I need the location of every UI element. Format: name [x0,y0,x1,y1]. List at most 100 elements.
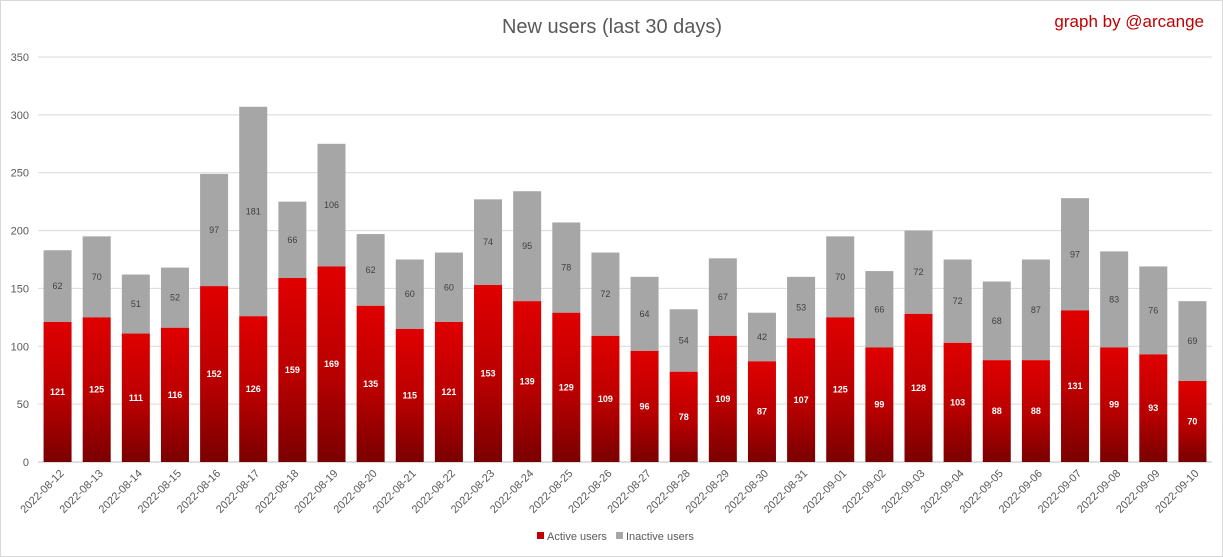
inactive-bar [1061,198,1090,311]
inactive-data-label: 97 [209,225,219,235]
inactive-data-label: 70 [92,272,102,282]
inactive-data-label: 62 [53,281,63,291]
active-data-label: 153 [481,368,496,378]
active-bar [395,328,424,462]
legend: Active users Inactive users [537,531,694,543]
active-bar [121,333,150,462]
chart-title: New users (last 30 days) [502,16,722,38]
active-data-label: 121 [441,387,456,397]
inactive-bar [630,276,659,351]
active-bar [239,316,268,462]
active-data-label: 129 [559,382,574,392]
active-bar [513,301,542,462]
active-bar [82,317,111,462]
active-bar [904,313,933,462]
inactive-bar [747,312,776,362]
inactive-bar [317,143,346,267]
inactive-data-label: 66 [874,304,884,314]
inactive-data-label: 70 [835,272,845,282]
active-bar [708,335,737,462]
active-bar [474,284,503,462]
inactive-data-label: 54 [679,336,689,346]
active-data-label: 109 [598,394,613,404]
active-bar [943,342,972,462]
active-data-label: 116 [168,390,183,400]
legend-inactive-label: Inactive users [626,531,694,543]
inactive-data-label: 60 [405,289,415,299]
active-data-label: 152 [207,369,222,379]
inactive-data-label: 42 [757,332,767,342]
active-bar [552,312,581,462]
x-axis: 2022-08-122022-08-132022-08-142022-08-15… [18,468,1201,516]
inactive-bar [434,252,463,322]
inactive-bar [708,258,737,336]
inactive-data-label: 181 [246,206,261,216]
inactive-data-label: 72 [953,296,963,306]
inactive-data-label: 60 [444,282,454,292]
y-tick-label: 0 [23,457,29,469]
inactive-data-label: 83 [1109,294,1119,304]
y-tick-label: 300 [11,110,29,122]
active-data-label: 96 [640,401,650,411]
active-bar [747,361,776,462]
inactive-bar [239,106,268,317]
active-data-label: 125 [89,385,104,395]
active-bar [1021,360,1050,462]
active-bar [160,327,189,462]
inactive-bar [826,236,855,318]
active-bar [1178,381,1207,462]
grid-lines [38,56,1212,463]
y-tick-label: 250 [11,168,29,180]
legend-active-label: Active users [547,531,607,543]
active-data-label: 93 [1148,403,1158,413]
legend-active-swatch [537,532,544,539]
active-data-label: 126 [246,384,261,394]
chart-credit: graph by @arcange [1054,12,1204,31]
active-data-label: 131 [1068,381,1083,391]
inactive-data-label: 67 [718,292,728,302]
active-data-label: 103 [950,397,965,407]
inactive-data-label: 52 [170,293,180,303]
active-data-label: 70 [1187,417,1197,427]
inactive-bar [591,252,620,336]
y-tick-label: 200 [11,226,29,238]
active-bar [787,338,816,462]
active-data-label: 125 [833,385,848,395]
inactive-data-label: 78 [561,263,571,273]
y-tick-label: 50 [17,399,29,411]
active-data-label: 139 [520,377,535,387]
inactive-data-label: 97 [1070,249,1080,259]
active-data-label: 135 [363,379,378,389]
active-bar [1100,347,1129,462]
inactive-data-label: 74 [483,237,493,247]
active-data-label: 169 [324,359,339,369]
active-data-label: 115 [403,390,418,400]
active-data-label: 159 [285,365,300,375]
active-bar [1139,354,1168,462]
active-data-label: 99 [1109,400,1119,410]
inactive-bar [356,234,385,306]
inactive-data-label: 72 [913,267,923,277]
active-bar [434,321,463,462]
inactive-data-label: 87 [1031,305,1041,315]
bars: 62 121 70 125 51 111 52 116 97 152 181 126 66 159 106 1… [43,106,1207,462]
active-bar [1061,310,1090,462]
inactive-data-label: 51 [131,299,141,309]
active-bar [278,278,307,462]
inactive-bar [943,259,972,343]
active-bar [982,360,1011,462]
active-data-label: 88 [992,406,1002,416]
inactive-data-label: 68 [992,316,1002,326]
active-bar [669,371,698,462]
inactive-bar [1100,251,1129,348]
y-tick-label: 150 [11,283,29,295]
inactive-bar [121,274,150,334]
inactive-bar [82,236,111,318]
inactive-bar [982,281,1011,361]
active-bar [356,305,385,462]
active-data-label: 128 [911,383,926,393]
inactive-data-label: 72 [600,289,610,299]
inactive-data-label: 66 [287,235,297,245]
